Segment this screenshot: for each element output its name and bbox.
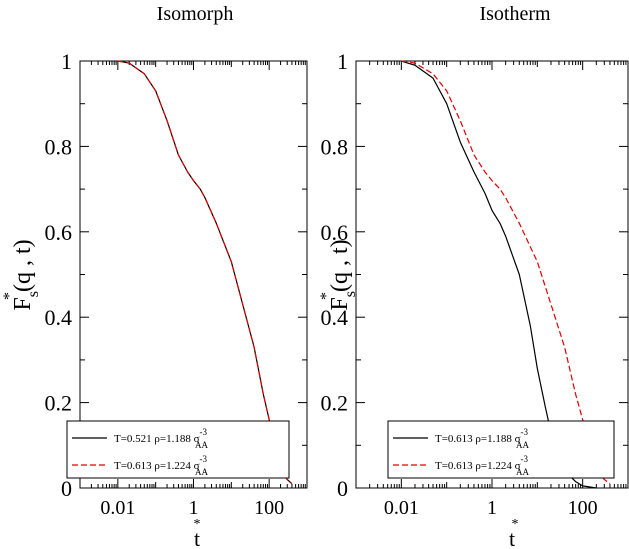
y-tick-label: 0.4 [321, 305, 349, 330]
y-tick-label: 0.2 [45, 391, 73, 416]
x-axis-label-sup: * [512, 517, 519, 532]
y-axis-label-base: F [327, 297, 353, 310]
legend: T=0.521 ρ=1.188 σ-3 AAT=0.613 ρ=1.224 σ-3… [66, 420, 290, 479]
x-tick-label: 1 [189, 497, 199, 519]
x-tick-label: 1 [487, 497, 497, 519]
legend-entry-0: T=0.521 ρ=1.188 σ-3 AA [114, 427, 209, 450]
legend-label-sup: -3 [521, 454, 529, 464]
legend-label: T=0.613 ρ=1.224 σ [114, 460, 200, 472]
y-tick-label: 0 [337, 476, 348, 501]
y-tick-label: 0.4 [45, 305, 73, 330]
y-tick-label: 0.6 [321, 220, 349, 245]
legend-label-sub: AA [195, 440, 208, 450]
legend-label-sup: -3 [200, 454, 208, 464]
legend-label: T=0.613 ρ=1.224 σ [435, 460, 521, 472]
legend-label: T=0.613 ρ=1.188 σ [435, 433, 521, 445]
y-axis-label-base: F [10, 297, 36, 310]
series-line-0 [117, 60, 293, 485]
y-axis-label: Fs *(q , t) [1, 239, 42, 310]
y-axis-label: Fs *(q , t) [318, 239, 359, 310]
x-tick-label: 0.01 [100, 497, 135, 519]
x-tick-label: 0.01 [384, 497, 419, 519]
series-line-1 [117, 60, 293, 485]
series-line-1 [401, 60, 611, 485]
legend-label-sup: -3 [200, 427, 208, 437]
legend-label: T=0.521 ρ=1.188 σ [114, 433, 200, 445]
legend-label-sub: AA [516, 467, 529, 477]
y-tick-label: 1 [337, 49, 348, 74]
y-axis-label-sub: s [342, 291, 359, 297]
legend-label-sub: AA [516, 440, 529, 450]
legend-entry-0: T=0.613 ρ=1.188 σ-3 AA [435, 427, 530, 450]
legend-label-sub: AA [195, 467, 208, 477]
x-axis-label: t [509, 526, 515, 549]
x-axis-label-sup: * [194, 517, 201, 532]
legend-entry-1: T=0.613 ρ=1.224 σ-3 AA [435, 454, 530, 477]
legend-entry-1: T=0.613 ρ=1.224 σ-3 AA [114, 454, 209, 477]
y-axis-label-sup: * [1, 292, 18, 300]
y-tick-label: 0.8 [321, 134, 349, 159]
legend: T=0.613 ρ=1.188 σ-3 AAT=0.613 ρ=1.224 σ-3… [387, 420, 615, 479]
y-tick-label: 0.8 [45, 134, 73, 159]
y-tick-label: 1 [61, 49, 72, 74]
y-tick-label: 0 [61, 476, 72, 501]
x-tick-label: 100 [254, 497, 284, 519]
x-tick-label: 100 [568, 497, 598, 519]
y-axis-label-sub: s [25, 291, 42, 297]
legend-box [387, 420, 615, 479]
y-tick-label: 0.2 [321, 391, 349, 416]
chart-title: Isotherm [479, 3, 551, 25]
y-tick-label: 0.6 [45, 220, 73, 245]
legend-box [66, 420, 290, 479]
y-axis-label-sup: * [318, 292, 335, 300]
x-axis-label: t [194, 526, 200, 549]
x-minor-ticks [90, 61, 306, 488]
y-axis-label-arg: (q , t) [10, 239, 36, 292]
chart-title: Isomorph [157, 3, 234, 25]
y-axis-label-arg: (q , t) [327, 239, 353, 292]
legend-label-sup: -3 [521, 427, 529, 437]
